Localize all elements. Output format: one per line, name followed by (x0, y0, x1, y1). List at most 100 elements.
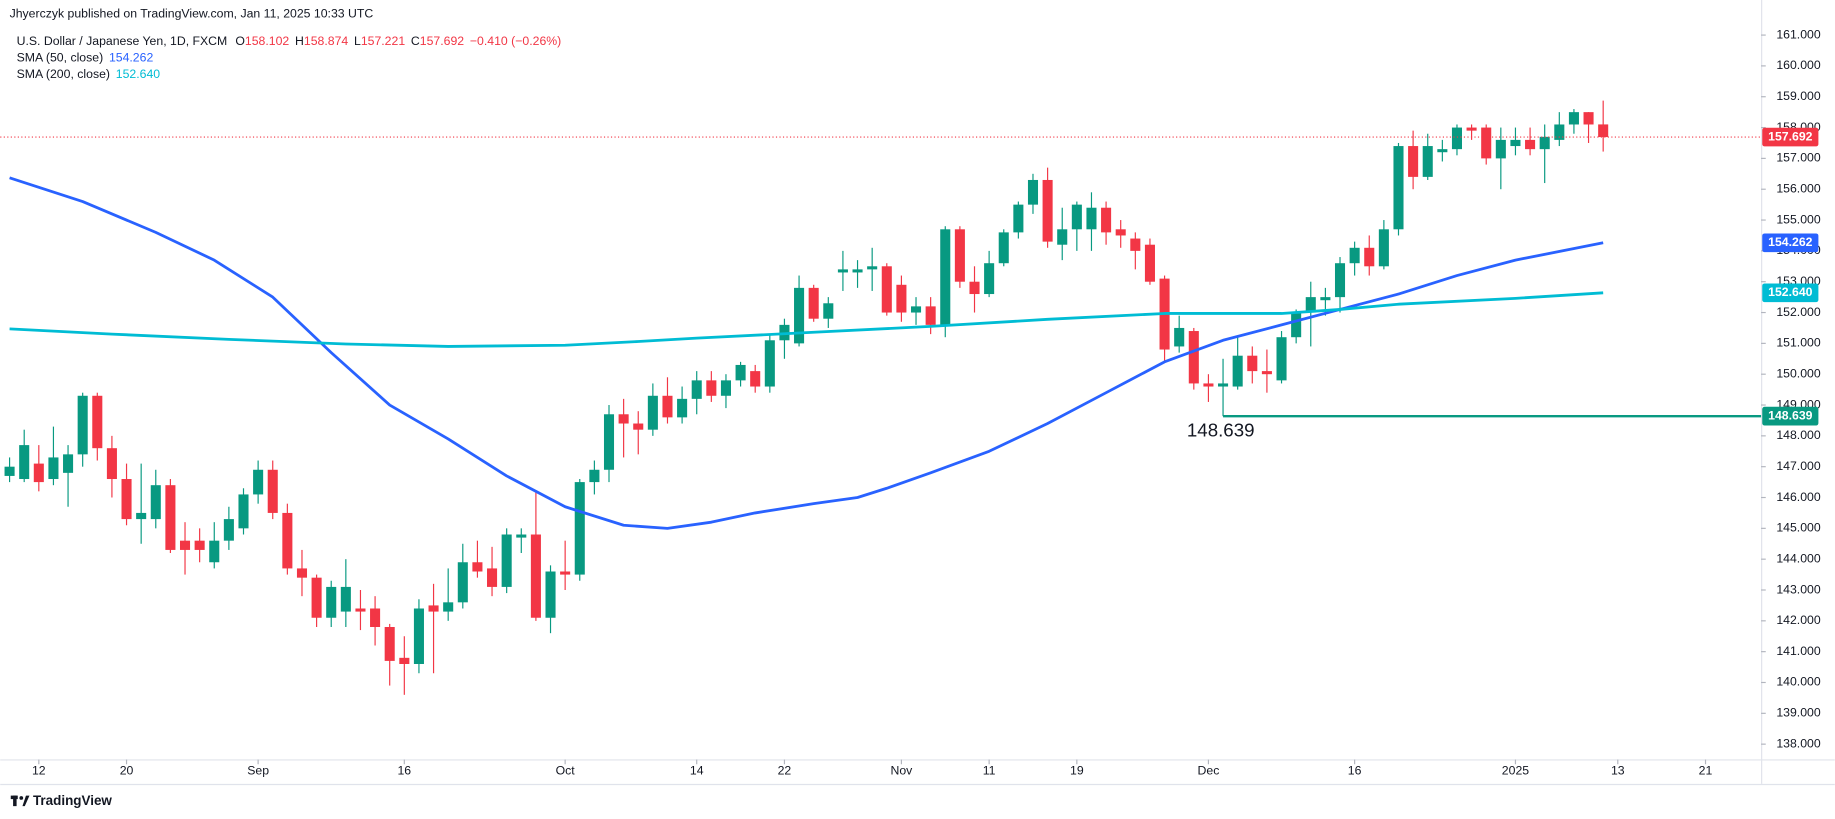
x-tick-label: Dec (1198, 764, 1220, 778)
candle-body (1495, 139, 1506, 159)
y-tick-label: 138.000 (1776, 736, 1821, 750)
candle-body (1144, 244, 1155, 282)
candle-body (1247, 355, 1258, 372)
x-tick-label: 16 (397, 764, 411, 778)
legend-sma50: SMA (50, close) 154.262 (17, 51, 154, 65)
symbol-title: U.S. Dollar / Japanese Yen, 1D, FXCM (17, 34, 228, 48)
legend-series-name: SMA (200, close) (17, 67, 110, 81)
candle-body (1042, 179, 1053, 242)
brand-name: TradingView (33, 793, 112, 808)
candle-body (1437, 149, 1448, 153)
candle-body (501, 534, 512, 587)
y-tick-label: 147.000 (1776, 459, 1821, 473)
candle-body (4, 466, 15, 476)
candle-body (487, 568, 498, 587)
legend-letter: O (235, 34, 245, 48)
y-tick-label: 150.000 (1776, 366, 1821, 380)
candle-body (165, 485, 176, 550)
candle-body (677, 398, 688, 418)
legend-sma200: SMA (200, close) 152.640 (17, 67, 161, 81)
candle-body (1218, 383, 1229, 387)
author-line: Jhyerczyk published on TradingView.com, … (10, 6, 374, 20)
y-tick-label: 139.000 (1776, 706, 1821, 720)
candle-body (750, 371, 761, 387)
candle-body (92, 395, 103, 449)
candle-body (706, 380, 717, 396)
candle-body (1568, 112, 1579, 125)
candle-body (720, 380, 731, 396)
candle-body (881, 266, 892, 313)
y-tick-label: 161.000 (1776, 27, 1821, 41)
candle-body (1466, 127, 1477, 131)
candle-body (852, 269, 863, 273)
candle-body (1320, 297, 1331, 301)
candle-body (399, 657, 410, 664)
price-box (1762, 127, 1819, 147)
legend-value: 157.692 (420, 34, 465, 48)
candle-body (472, 562, 483, 572)
candle-body (1334, 263, 1346, 298)
candle-body (1408, 146, 1419, 177)
candle-body (1510, 139, 1521, 147)
candle-body (984, 263, 995, 295)
candle-body (413, 608, 424, 664)
y-tick-label: 157.000 (1776, 151, 1821, 165)
candle-body (355, 608, 366, 612)
candle-body (33, 463, 44, 483)
candle-body (837, 269, 848, 273)
candle-body (530, 534, 541, 618)
candle-body (1422, 146, 1433, 177)
y-tick-label: 140.000 (1776, 675, 1821, 689)
candle-body (1305, 297, 1316, 313)
y-tick-label: 143.000 (1776, 582, 1821, 596)
x-tick-label: Nov (890, 764, 913, 778)
candle-body (48, 457, 59, 480)
candle-body (150, 485, 161, 520)
candle-body (1261, 371, 1272, 375)
y-tick-label: 144.000 (1776, 551, 1821, 565)
price-box-label: 152.640 (1768, 285, 1813, 299)
candle-body (370, 608, 381, 627)
y-tick-label: 141.000 (1776, 644, 1821, 658)
candle-body (896, 284, 907, 313)
candle-body (267, 469, 278, 513)
legend-value: 157.221 (361, 34, 406, 48)
candle-body (63, 454, 74, 473)
candle-body (1525, 139, 1536, 150)
candle-body (867, 266, 878, 270)
candle-body (998, 232, 1009, 264)
candle-body (1481, 127, 1492, 159)
price-box (1762, 406, 1819, 426)
candle-body (1539, 136, 1550, 150)
candle-body (925, 306, 936, 325)
candle-body (1583, 112, 1594, 125)
y-tick-label: 159.000 (1776, 89, 1821, 103)
legend-series-value: 152.640 (116, 67, 161, 81)
x-tick-label: 11 (983, 764, 996, 778)
candle-body (589, 469, 600, 483)
candle-body (443, 602, 454, 612)
x-tick-label: 13 (1611, 764, 1625, 778)
plot-area: 138.000 139.000 140.000 141.000 142.000 143.0… (0, 27, 1821, 778)
y-tick-label: 151.000 (1776, 336, 1821, 350)
candle-body (428, 605, 439, 612)
legend-letter: L (354, 34, 361, 48)
candle-body (282, 512, 293, 569)
candle-body (1232, 355, 1243, 387)
candle-body (808, 287, 819, 319)
candle-body (1598, 124, 1609, 138)
candle-body (910, 306, 922, 313)
candle-body (1203, 383, 1214, 387)
candle-body (1349, 247, 1360, 264)
candle-body (823, 303, 834, 319)
candle-body (253, 469, 264, 495)
candle-body (457, 562, 468, 603)
candle-body (77, 395, 88, 455)
legend-value: 158.874 (304, 34, 349, 48)
y-tick-label: 148.000 (1776, 428, 1821, 442)
candle-body (1554, 124, 1565, 140)
candle-body (1101, 207, 1112, 233)
candle-body (647, 395, 658, 430)
candle-body (179, 540, 191, 550)
